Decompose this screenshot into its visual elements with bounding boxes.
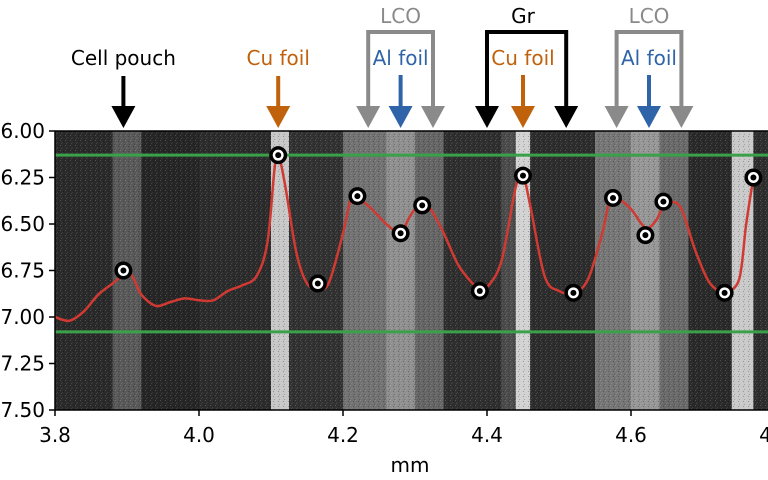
bracket-left-head: [604, 106, 629, 128]
x-tick-label: 4.2: [327, 423, 359, 447]
peak-marker-center: [570, 289, 577, 296]
bracket-lco: [604, 30, 694, 128]
y-tick-label: 6.00: [0, 119, 45, 143]
bracket-line: [485, 30, 569, 108]
x-axis-label: mm: [391, 453, 430, 477]
y-tick-label: 7.25: [0, 352, 45, 376]
bracket-gr: [475, 30, 579, 128]
arrow-head: [388, 106, 413, 128]
peak-marker-center: [642, 232, 649, 239]
bracket-label: LCO: [629, 4, 670, 28]
y-tick-label: 6.50: [0, 212, 45, 236]
bracket-left-head: [475, 106, 499, 128]
arrow-al-foil: [637, 75, 661, 128]
x-tick-label: 4.8: [759, 423, 768, 447]
peak-marker: [470, 281, 489, 300]
peak-marker: [514, 166, 532, 185]
arrow-cu-foil: [266, 76, 291, 128]
peak-marker: [114, 261, 133, 280]
annotations: Cell pouch Cu foil LCO Al foil Gr Cu foil LCO A…: [71, 4, 694, 128]
y-tick-label: 7.00: [0, 305, 45, 329]
arrow-head: [111, 106, 136, 128]
x-tick-label: 3.8: [39, 423, 71, 447]
peak-marker: [564, 283, 583, 302]
annotation-label: Al foil: [621, 46, 677, 70]
peak-marker-center: [520, 172, 526, 179]
peak-marker: [269, 146, 288, 165]
xray-image-background: [55, 131, 768, 410]
y-tick-label: 6.25: [0, 166, 45, 190]
arrow-cell-pouch: [111, 76, 136, 128]
peak-markers: [114, 146, 763, 302]
peak-marker-center: [354, 193, 361, 200]
peak-marker: [604, 188, 622, 207]
arrow-head: [637, 106, 661, 128]
bracket-label: LCO: [380, 4, 421, 28]
peak-marker: [348, 187, 367, 206]
annotation-label: Al foil: [373, 46, 429, 70]
bracket-lco: [356, 30, 445, 128]
bracket-label: Gr: [511, 4, 535, 28]
x-tick-label: 4.4: [471, 423, 503, 447]
peak-marker: [413, 196, 432, 215]
peak-marker-center: [275, 152, 282, 159]
annotation-label: Cu foil: [491, 46, 554, 70]
peak-marker: [654, 192, 673, 211]
annotation-label: Cell pouch: [71, 46, 176, 70]
peak-marker-center: [419, 202, 426, 209]
peak-marker-center: [660, 198, 667, 205]
peak-marker-center: [120, 267, 127, 274]
peak-marker-center: [397, 230, 404, 237]
y-tick-label: 6.75: [0, 259, 45, 283]
peak-marker-center: [610, 194, 616, 201]
bracket-left-head: [356, 106, 381, 128]
bracket-right-head: [669, 106, 694, 128]
peak-marker: [715, 283, 734, 302]
x-tick-label: 4.0: [183, 423, 215, 447]
y-tick-label: 7.50: [0, 398, 45, 422]
peak-marker: [744, 168, 763, 187]
image-noise: [55, 131, 768, 410]
boundary-lines: [55, 153, 768, 334]
peak-marker-center: [314, 280, 321, 287]
peak-marker-center: [476, 287, 483, 294]
profile-line: [55, 150, 755, 323]
annotation-label: Cu foil: [247, 46, 310, 70]
bracket-line: [614, 30, 684, 108]
peak-marker-center: [750, 174, 757, 181]
bracket-right-head: [421, 106, 445, 128]
peak-marker: [636, 226, 655, 245]
arrow-head: [266, 106, 291, 128]
bracket-line: [366, 30, 435, 108]
axes: 6.00 6.25 6.50 6.75 7.00 7.25 7.503.8 4.0 4.2 4.4…: [0, 119, 768, 447]
profile-series: [55, 150, 755, 323]
arrow-head: [511, 106, 535, 128]
peak-marker: [308, 274, 327, 293]
arrow-cu-foil: [511, 75, 535, 128]
peak-marker: [391, 224, 410, 243]
peak-marker-center: [721, 289, 728, 296]
arrow-al-foil: [388, 75, 413, 128]
x-tick-label: 4.6: [615, 423, 647, 447]
bracket-right-head: [554, 106, 579, 128]
